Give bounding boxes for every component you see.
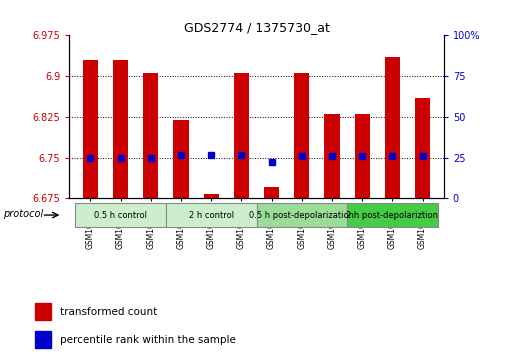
Bar bbox=[347, 203, 438, 227]
Text: protocol: protocol bbox=[4, 209, 44, 219]
Bar bbox=[143, 73, 159, 198]
Bar bbox=[234, 73, 249, 198]
Bar bbox=[294, 73, 309, 198]
Bar bbox=[385, 57, 400, 198]
Bar bbox=[204, 194, 219, 198]
Text: percentile rank within the sample: percentile rank within the sample bbox=[61, 335, 236, 345]
Text: 2 h control: 2 h control bbox=[189, 211, 234, 219]
Bar bbox=[75, 203, 166, 227]
Bar bbox=[83, 60, 98, 198]
Text: 0.5 h control: 0.5 h control bbox=[94, 211, 147, 219]
Bar bbox=[264, 187, 279, 198]
Bar bbox=[256, 203, 347, 227]
Text: 0.5 h post-depolarization: 0.5 h post-depolarization bbox=[249, 211, 354, 219]
Bar bbox=[166, 203, 256, 227]
Bar bbox=[415, 98, 430, 198]
Bar bbox=[354, 114, 370, 198]
Bar bbox=[35, 331, 51, 348]
Title: GDS2774 / 1375730_at: GDS2774 / 1375730_at bbox=[184, 21, 329, 34]
Bar bbox=[113, 60, 128, 198]
Bar bbox=[324, 114, 340, 198]
Bar bbox=[173, 120, 189, 198]
Bar bbox=[35, 303, 51, 320]
Text: transformed count: transformed count bbox=[61, 307, 157, 316]
Text: 2 h post-depolariztion: 2 h post-depolariztion bbox=[346, 211, 439, 219]
